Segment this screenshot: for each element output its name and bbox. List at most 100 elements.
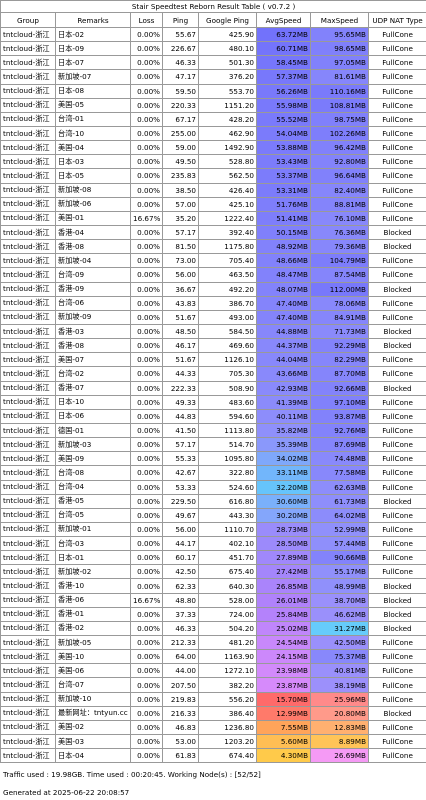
table-cell: FullCone <box>367 26 426 43</box>
table-cell: FullCone <box>367 408 426 424</box>
table-cell: 0.00% <box>130 224 163 241</box>
table-cell: FullCone <box>367 465 426 481</box>
table-cell: 0.00% <box>130 705 163 721</box>
table-row: tntcloud-浙江 新加坡-06 0.00% 57.00 425.10 51.76MB… <box>0 196 426 212</box>
table-cell: 524.60 <box>198 479 257 495</box>
table-cell: 1095.80 <box>198 451 257 467</box>
table-cell: 483.60 <box>198 394 257 410</box>
table-cell: 705.30 <box>198 366 257 382</box>
table-cell: 0.00% <box>130 507 163 523</box>
table-cell: 56.00 <box>162 521 199 538</box>
table-cell: FullCone <box>367 748 426 764</box>
table-cell: 34.02MB <box>256 451 311 467</box>
table-cell: 594.60 <box>198 408 257 424</box>
table-cell: 57.37MB <box>256 69 311 85</box>
table-cell: 32.20MB <box>256 479 311 495</box>
table-cell: 229.50 <box>162 493 199 509</box>
table-cell: 16.67% <box>130 210 163 226</box>
table-cell: 504.20 <box>198 620 257 637</box>
table-row: tntcloud-浙江 台湾-09 0.00% 56.00 463.50 48.47MB 8… <box>0 267 426 283</box>
table-cell: 322.80 <box>198 465 257 481</box>
table-cell: tntcloud-浙江 <box>0 26 56 43</box>
table-cell: 新加坡-07 <box>55 69 131 85</box>
table-cell: 55.67 <box>162 26 199 43</box>
table-cell: 48.80 <box>162 592 199 608</box>
table-cell: tntcloud-浙江 <box>0 521 56 538</box>
table-cell: 60.17 <box>162 550 199 566</box>
table-cell: 0.00% <box>130 536 163 552</box>
table-cell: tntcloud-浙江 <box>0 140 56 156</box>
table-cell: 0.00% <box>130 125 163 142</box>
table-cell: 新加坡-10 <box>55 691 131 707</box>
table-cell: 42.67 <box>162 465 199 481</box>
table-cell: 24.54MB <box>256 635 311 651</box>
table-cell: 95.65MB <box>310 26 369 43</box>
table-cell: 51.67 <box>162 309 199 325</box>
table-cell: 0.00% <box>130 408 163 424</box>
table-row: tntcloud-浙江 新加坡-08 0.00% 38.50 426.40 53.31MB… <box>0 182 426 198</box>
table-cell: 0.00% <box>130 748 163 764</box>
table-row: tntcloud-浙江 德国-01 0.00% 41.50 1113.80 35.82MB… <box>0 422 426 439</box>
table-cell: 705.40 <box>198 253 257 269</box>
table-cell: FullCone <box>367 97 426 113</box>
table-cell: 87.70MB <box>310 366 369 382</box>
table-cell: 90.66MB <box>310 550 369 566</box>
table-cell: 219.83 <box>162 691 199 707</box>
table-cell: 日本-07 <box>55 55 131 71</box>
table-cell: 8.89MB <box>310 734 369 750</box>
table-cell: 1151.20 <box>198 97 257 113</box>
table-row: tntcloud-浙江 美国-03 0.00% 53.00 1203.20 5.60MB 8… <box>0 734 426 750</box>
table-cell: 日本-05 <box>55 168 131 184</box>
table-row: tntcloud-浙江 香港-10 0.00% 62.33 640.30 26.85MB 4… <box>0 578 426 594</box>
table-cell: tntcloud-浙江 <box>0 309 56 325</box>
table-cell: 新加坡-06 <box>55 196 131 212</box>
table-cell: tntcloud-浙江 <box>0 224 56 241</box>
table-cell: tntcloud-浙江 <box>0 323 56 340</box>
table-cell: 日本-04 <box>55 748 131 764</box>
table-row: tntcloud-浙江 台湾-07 0.00% 207.50 382.20 23.87MB… <box>0 677 426 693</box>
table-cell: 0.00% <box>130 111 163 127</box>
table-cell: 35.82MB <box>256 422 311 439</box>
table-cell: 56.26MB <box>256 83 311 99</box>
table-cell: 44.17 <box>162 536 199 552</box>
table-cell: FullCone <box>367 536 426 552</box>
table-cell: 0.00% <box>130 635 163 651</box>
table-cell: 62.63MB <box>310 479 369 495</box>
table-cell: 46.83 <box>162 719 199 736</box>
table-cell: tntcloud-浙江 <box>0 394 56 410</box>
table-cell: FullCone <box>367 253 426 269</box>
table-cell: 78.06MB <box>310 295 369 311</box>
table-cell: 26.01MB <box>256 592 311 608</box>
table-cell: FullCone <box>367 69 426 85</box>
table-cell: 98.65MB <box>310 41 369 57</box>
table-cell: 4.30MB <box>256 748 311 764</box>
table-cell: tntcloud-浙江 <box>0 239 56 255</box>
table-cell: 93.87MB <box>310 408 369 424</box>
table-cell: 47.17 <box>162 69 199 85</box>
column-header: Ping <box>162 12 199 28</box>
table-cell: FullCone <box>367 210 426 226</box>
table-cell: 48.92MB <box>256 239 311 255</box>
table-cell: 480.10 <box>198 41 257 57</box>
table-cell: 47.40MB <box>256 295 311 311</box>
table-cell: 64.02MB <box>310 507 369 523</box>
table-cell: 0.00% <box>130 239 163 255</box>
table-cell: 23.98MB <box>256 663 311 679</box>
table-row: tntcloud-浙江 台湾-03 0.00% 44.17 402.10 28.50MB 5… <box>0 536 426 552</box>
table-cell: 35.39MB <box>256 437 311 453</box>
table-cell: 55.52MB <box>256 111 311 127</box>
table-cell: 92.80MB <box>310 154 369 170</box>
table-row: tntcloud-浙江 美国-02 0.00% 46.83 1236.80 7.55MB 1… <box>0 719 426 736</box>
table-cell: 香港-02 <box>55 620 131 637</box>
column-header: Remarks <box>55 12 131 28</box>
table-cell: 443.30 <box>198 507 257 523</box>
table-cell: 0.00% <box>130 663 163 679</box>
table-cell: 0.00% <box>130 437 163 453</box>
table-cell: 63.72MB <box>256 26 311 43</box>
table-cell: 台湾-02 <box>55 366 131 382</box>
table-cell: 1236.80 <box>198 719 257 736</box>
table-cell: 新加坡-02 <box>55 564 131 580</box>
table-cell: tntcloud-浙江 <box>0 168 56 184</box>
table-cell: Blocked <box>367 620 426 637</box>
table-cell: 81.50 <box>162 239 199 255</box>
